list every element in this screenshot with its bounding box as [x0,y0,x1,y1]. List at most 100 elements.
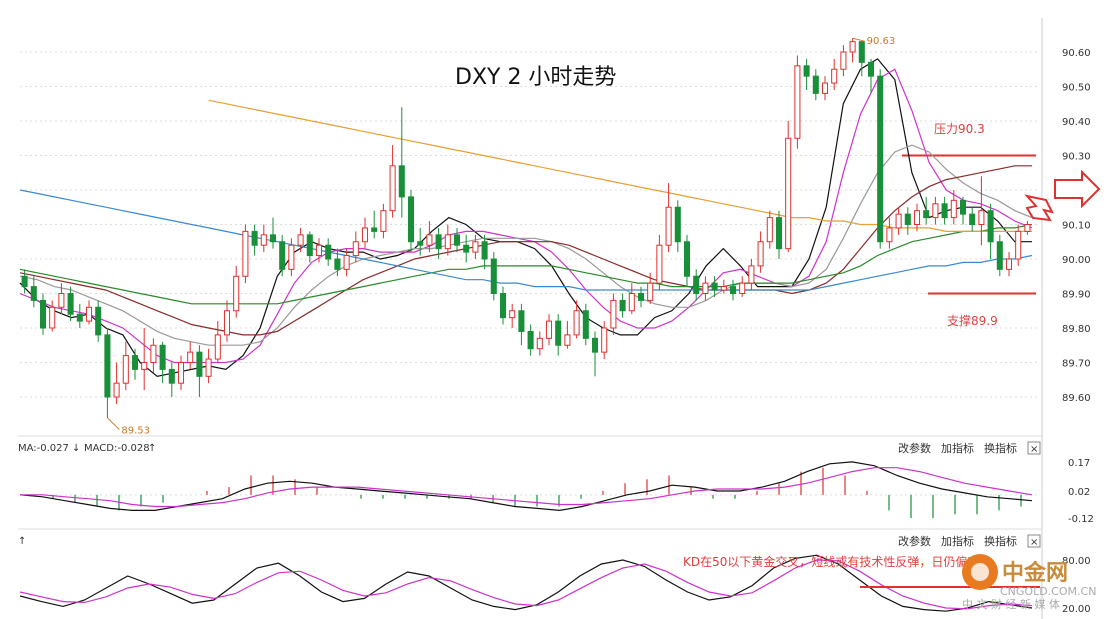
candle-body [76,313,83,322]
watermark-logo-inner [971,563,989,581]
candle-body [389,165,396,212]
candle-body [711,282,718,291]
candle-body [371,227,378,232]
kd-tick-label: 80.00 [1062,556,1091,567]
candle-body [67,293,74,315]
candle-body [242,230,249,277]
watermark: 中金网 CNGOLD.COM.CN 中 文 财 经 新 媒 体 [962,554,1096,611]
candle-body [702,282,709,294]
macd-panel: 0.17 0.02 -0.12 [19,458,1094,525]
candle-body [527,330,534,350]
candle-body [812,75,819,94]
candle-body [573,310,580,336]
candle-body [601,327,608,353]
candle-body [674,206,681,243]
kd-add-indicator-button[interactable]: 加指标 [941,534,974,548]
macd-tick-label: 0.02 [1068,487,1090,498]
candle-body [453,234,461,246]
kd-d-line [19,559,1033,610]
resistance-label: 压力90.3 [934,122,985,136]
candle-body [987,210,994,243]
price-tick-label: 89.70 [1062,359,1091,370]
candle-body [297,234,304,246]
watermark-slogan: 中 文 财 经 新 媒 体 [962,597,1060,611]
price-tick-label: 90.00 [1062,255,1091,266]
ma-line-5 [19,189,1033,291]
candle-body [417,241,424,246]
macd-close-button[interactable] [1027,441,1041,455]
macd-value: MACD:-0.028 [84,443,150,454]
candle-body [352,241,359,257]
candle-body [380,210,387,232]
macd-up-arrow-icon: ↑ [148,443,156,454]
ma-line-0 [19,58,1032,377]
candle-body [628,293,635,312]
candle-body [647,282,654,301]
kd-close-icon: × [1030,537,1038,548]
candle-body [849,41,856,53]
candle-body [729,286,737,295]
candle-body [1015,230,1022,260]
candle-body [490,258,497,294]
candle-body [251,230,258,246]
candle-body [463,244,470,253]
price-tick-label: 90.30 [1062,152,1091,163]
kd-tick-label: 20.00 [1062,604,1091,615]
macd-switch-indicator-button[interactable]: 换指标 [984,441,1017,455]
rebound-arrow-icon [1024,194,1054,222]
candle-body [545,320,553,339]
candle-body [775,217,783,250]
candle-body [904,213,911,225]
price-tick-label: 90.50 [1062,83,1091,94]
candle-body [665,206,672,246]
kd-up-arrow-icon: ↑ [18,536,26,547]
candle-body [757,241,764,267]
candle-body [619,299,626,312]
candle-body [831,68,838,84]
candle-body [444,234,451,250]
macd-dea-line [20,467,1033,508]
candle-body [969,213,976,225]
chart-title: DXY 2 小时走势 [455,65,616,90]
candle-body [591,337,599,353]
macd-tick-label: -0.12 [1068,514,1094,525]
price-tick-label: 90.40 [1062,117,1091,128]
candle-body [113,382,120,398]
candle-body [315,244,323,257]
candle-body [325,244,332,260]
kd-edit-params-button[interactable]: 改参数 [898,534,931,548]
candle-body [766,217,773,243]
kd-close-button[interactable] [1027,534,1041,548]
candle-body [950,199,957,219]
candle-body [398,165,405,198]
candle-body [693,275,700,294]
candle-body [720,286,727,291]
candle-body [499,293,507,319]
ma-line-6 [208,99,1032,232]
candle-body [941,203,948,219]
support-resistance-lines [902,154,1036,295]
candle-body [610,299,617,329]
macd-edit-params-button[interactable]: 改参数 [898,441,931,455]
candle-body [407,196,415,243]
candle-body [555,320,562,346]
right-arrow-icon [1054,169,1101,209]
kd-switch-indicator-button[interactable]: 换指标 [984,534,1017,548]
candle-body [886,227,893,243]
macd-add-indicator-button[interactable]: 加指标 [941,441,974,455]
candle-body [435,234,442,250]
candle-body [39,299,47,329]
price-tick-label: 90.10 [1062,221,1091,232]
candle-body [30,286,37,301]
ma-line-4 [19,223,1033,305]
low-price-pointer [107,417,120,431]
kd-annotation: KD在50以下黄金交叉，短线或有技术性反弹，日仍偏空 [683,554,979,569]
candle-body [1005,258,1013,270]
candle-body [794,65,801,139]
candle-body [214,334,221,360]
kd-k-line [19,554,1033,612]
candle-body [334,258,341,270]
macd-down-arrow-icon: ↓ [72,443,80,454]
